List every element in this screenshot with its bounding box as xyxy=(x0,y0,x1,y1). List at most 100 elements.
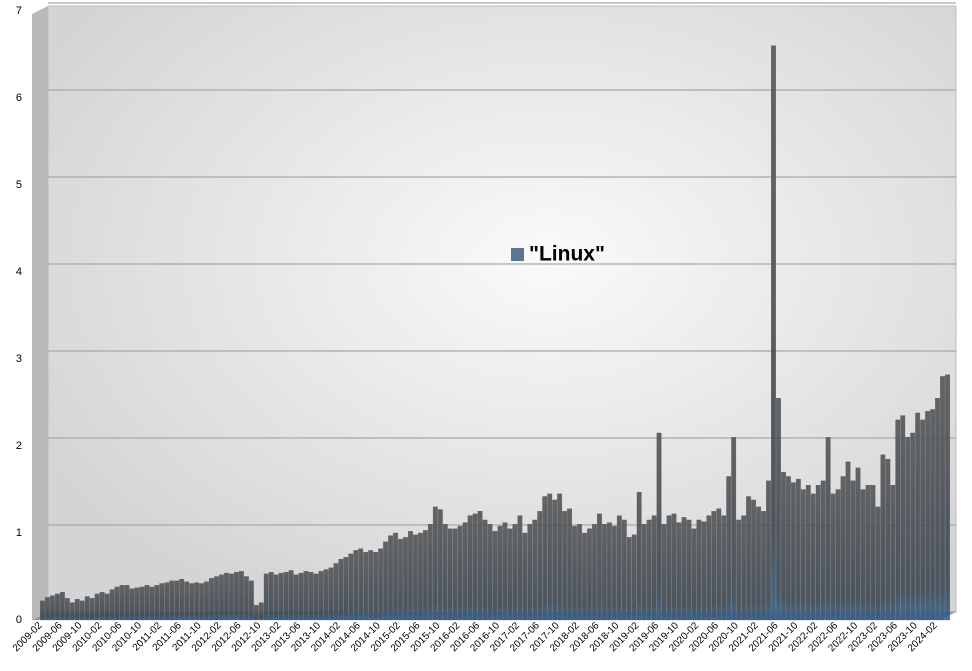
bar xyxy=(338,558,344,621)
bar xyxy=(492,531,498,621)
bar xyxy=(114,586,120,621)
bar xyxy=(840,476,846,621)
bar xyxy=(298,572,304,621)
bar xyxy=(771,45,776,621)
y-tick-label: 6 xyxy=(16,92,22,104)
bar xyxy=(721,515,727,621)
bar xyxy=(621,519,627,621)
bar xyxy=(900,415,906,621)
bar xyxy=(905,437,911,621)
bar xyxy=(522,532,528,621)
bar xyxy=(711,511,717,621)
bar xyxy=(169,580,175,621)
bar xyxy=(582,532,587,621)
bar xyxy=(467,515,473,621)
bar xyxy=(577,524,582,621)
bar xyxy=(537,511,543,621)
bar xyxy=(59,592,65,621)
bar xyxy=(318,571,324,621)
bar xyxy=(562,511,568,621)
y-tick-label: 3 xyxy=(16,353,22,365)
bar xyxy=(547,493,553,621)
bar xyxy=(109,589,115,621)
bar xyxy=(890,484,896,621)
bar xyxy=(626,537,632,621)
bar xyxy=(512,524,518,621)
side-wall xyxy=(32,6,48,620)
bar xyxy=(572,525,577,621)
bar xyxy=(885,458,891,621)
bar xyxy=(393,532,398,621)
bar xyxy=(328,567,334,621)
bar xyxy=(84,596,90,621)
bar xyxy=(805,484,811,621)
bar xyxy=(542,496,548,621)
bar xyxy=(726,476,732,621)
bar xyxy=(681,517,687,621)
bar xyxy=(517,515,523,621)
bar xyxy=(144,585,150,621)
bar xyxy=(79,600,85,621)
legend-swatch xyxy=(511,248,524,261)
bar xyxy=(676,522,682,621)
legend-label: "Linux" xyxy=(529,243,605,266)
bar xyxy=(766,480,771,621)
bar xyxy=(820,480,826,621)
bar xyxy=(661,524,667,621)
bar xyxy=(288,570,294,621)
bar xyxy=(378,548,384,621)
bar xyxy=(910,432,916,621)
bar xyxy=(502,522,508,621)
bar xyxy=(920,419,926,621)
bar xyxy=(119,585,125,621)
bar xyxy=(462,522,468,621)
bar xyxy=(219,574,224,621)
bar xyxy=(507,528,513,621)
y-tick-label: 7 xyxy=(16,5,22,17)
bar xyxy=(283,572,289,621)
bar xyxy=(527,524,533,621)
bar xyxy=(786,476,791,621)
y-tick-label: 2 xyxy=(16,440,22,452)
bar xyxy=(64,598,70,621)
bar xyxy=(651,515,657,621)
bar xyxy=(457,525,463,621)
bar xyxy=(945,374,950,621)
bar xyxy=(89,598,95,621)
bar xyxy=(557,493,563,621)
bar xyxy=(606,522,612,621)
bar xyxy=(209,578,214,621)
bar xyxy=(40,600,45,621)
bar xyxy=(422,530,428,621)
bar xyxy=(258,602,264,621)
bar xyxy=(353,550,359,621)
bar xyxy=(850,480,856,621)
bar xyxy=(129,588,135,621)
bar xyxy=(74,598,80,621)
bar xyxy=(224,572,229,621)
bar xyxy=(253,605,259,621)
bar xyxy=(790,482,796,621)
legend: "Linux" xyxy=(511,243,605,266)
bar xyxy=(915,412,921,621)
bar xyxy=(50,595,55,621)
bar xyxy=(731,437,737,621)
bar xyxy=(666,515,672,621)
bar xyxy=(701,521,707,621)
bar xyxy=(179,578,185,621)
bar xyxy=(159,583,165,621)
bar xyxy=(855,467,861,621)
bar xyxy=(373,551,379,621)
bar xyxy=(323,569,329,621)
bar xyxy=(55,593,60,621)
bar xyxy=(532,519,538,621)
bar xyxy=(194,582,200,621)
bar xyxy=(268,572,274,621)
y-tick-label: 0 xyxy=(16,614,22,626)
y-tick-label: 4 xyxy=(16,266,22,278)
bar xyxy=(815,484,821,621)
bar xyxy=(686,519,692,621)
bar xyxy=(830,493,836,621)
bar xyxy=(154,585,160,621)
